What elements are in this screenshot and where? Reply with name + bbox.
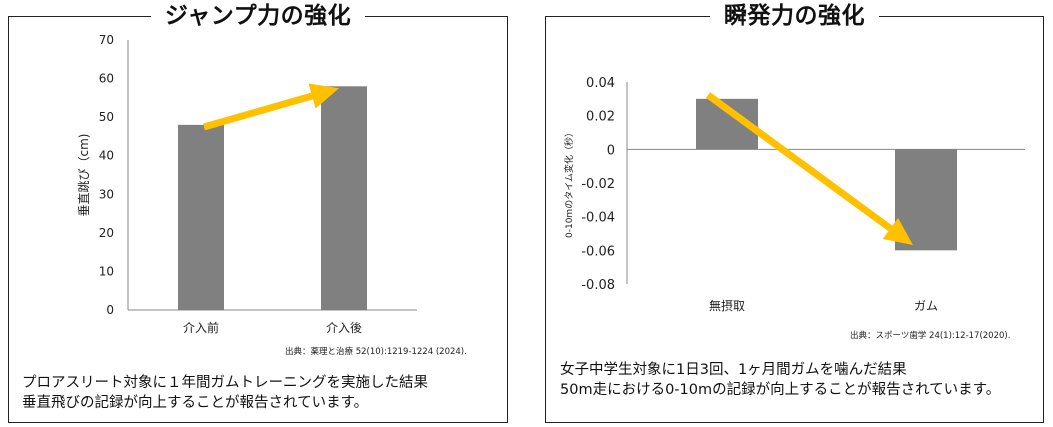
jump-trend-arrow-head [308,83,339,109]
sprint-caption: 女子中学生対象に1日3回、1ヶ月間ガムを噛んだ結果 50m走における0-10mの… [560,360,1000,400]
jump-y-tick-label: 20 [99,226,114,240]
jump-panel-title-wrap: ジャンプ力の強化 [9,1,507,31]
jump-caption: プロアスリート対象に１年間ガムトレーニングを実施した結果 垂直飛びの記録が向上す… [22,373,428,413]
jump-category-label: 介入前 [183,320,219,335]
jump-category-label: 介入後 [326,321,362,335]
sprint-caption-line-1: 女子中学生対象に1日3回、1ヶ月間ガムを噛んだ結果 [560,362,907,378]
jump-y-tick-label: 40 [99,149,114,163]
jump-y-tick-label: 30 [99,187,114,201]
jump-y-tick-label: 60 [99,72,114,86]
jump-bar [321,86,367,311]
sprint-caption-line-2: 50m走における0-10mの記録が向上することが報告されています。 [560,382,1001,398]
jump-y-axis-label: 垂直跳び（cm) [77,134,91,217]
sprint-panel-title: 瞬発力の強化 [710,3,879,29]
jump-y-tick-label: 50 [99,110,114,124]
sprint-source: 出典：スポーツ歯学 24(1):12-17(2020). [850,331,1011,341]
jump-caption-line-1: プロアスリート対象に１年間ガムトレーニングを実施した結果 [22,375,428,391]
jump-source: 出典：薬理と治療 52(10):1219-1224 (2024). [285,347,467,357]
jump-bar [178,124,224,310]
jump-caption-line-2: 垂直飛びの記録が向上することが報告されています。 [22,395,369,411]
jump-y-tick-label: 70 [99,33,114,47]
jump-y-tick-label: 0 [106,303,114,317]
jump-panel-title: ジャンプ力の強化 [150,3,366,29]
sprint-panel-title-wrap: 瞬発力の強化 [546,1,1043,31]
jump-panel: ジャンプ力の強化 [8,3,508,423]
jump-trend-arrow-shaft [203,92,314,131]
jump-y-tick-label: 10 [99,264,114,278]
